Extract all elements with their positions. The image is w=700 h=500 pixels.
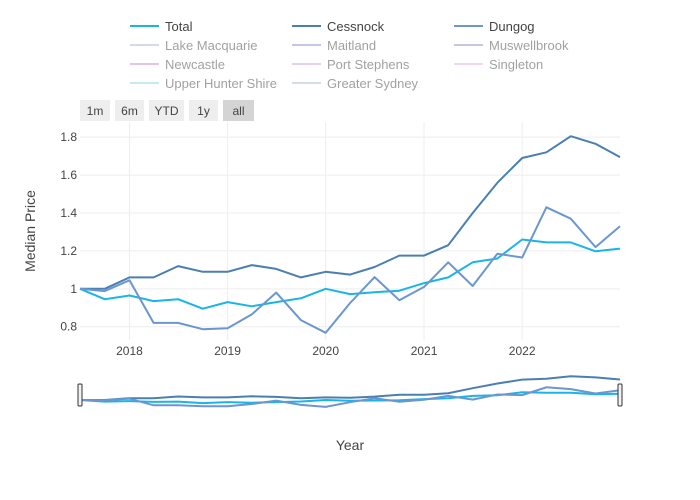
- range-button-ytd[interactable]: YTD: [149, 100, 184, 121]
- legend-item-upper-hunter-shire[interactable]: Upper Hunter Shire: [130, 76, 277, 91]
- series-line-cessnock: [80, 135, 621, 290]
- legend-label: Newcastle: [165, 57, 225, 72]
- legend-item-singleton[interactable]: Singleton: [454, 57, 543, 72]
- range-button-1m[interactable]: 1m: [80, 100, 110, 121]
- legend-item-total[interactable]: Total: [130, 19, 193, 34]
- legend-label: Lake Macquarie: [165, 38, 258, 53]
- x-tick-label: 2021: [411, 344, 438, 358]
- legend-item-muswellbrook[interactable]: Muswellbrook: [454, 38, 569, 53]
- legend-label: Dungog: [489, 19, 535, 34]
- x-tick-label: 2018: [116, 344, 143, 358]
- legend-item-newcastle[interactable]: Newcastle: [130, 57, 225, 72]
- range-button-1y[interactable]: 1y: [189, 100, 218, 121]
- range-button-all[interactable]: all: [223, 100, 254, 121]
- range-slider-left-handle[interactable]: [77, 383, 83, 407]
- y-tick-label: 1.2: [60, 244, 77, 258]
- legend: Total Cessnock Dungog Lake Macquarie Maitlan…: [130, 19, 569, 91]
- legend-label: Singleton: [489, 57, 543, 72]
- range-button-label: all: [232, 104, 244, 118]
- legend-item-dungog[interactable]: Dungog: [454, 19, 535, 34]
- series-line-dungog: [79, 206, 621, 334]
- y-tick-label: 1.4: [60, 206, 77, 220]
- legend-item-maitland[interactable]: Maitland: [292, 38, 376, 53]
- legend-label: Greater Sydney: [327, 76, 419, 91]
- y-tick-label: 0.8: [60, 320, 77, 334]
- x-tick-label: 2022: [509, 344, 536, 358]
- legend-item-lake-macquarie[interactable]: Lake Macquarie: [130, 38, 258, 53]
- legend-label: Total: [165, 19, 193, 34]
- range-slider-right-handle[interactable]: [617, 383, 623, 407]
- range-button-6m[interactable]: 6m: [115, 100, 144, 121]
- legend-label: Upper Hunter Shire: [165, 76, 277, 91]
- legend-label: Maitland: [327, 38, 376, 53]
- legend-item-port-stephens[interactable]: Port Stephens: [292, 57, 410, 72]
- x-tick-label: 2019: [214, 344, 241, 358]
- plot-area: 0.8 1 1.2 1.4 1.6 1.8 2018 2019 2020 2021 2022: [60, 122, 621, 358]
- x-tick-label: 2020: [312, 344, 339, 358]
- y-axis-title: Median Price: [22, 190, 38, 272]
- range-slider[interactable]: [77, 370, 623, 416]
- legend-item-cessnock[interactable]: Cessnock: [292, 19, 385, 34]
- legend-label: Cessnock: [327, 19, 385, 34]
- y-tick-label: 1.8: [60, 130, 77, 144]
- range-button-label: YTD: [155, 104, 179, 118]
- range-button-label: 6m: [121, 104, 138, 118]
- y-tick-label: 1.6: [60, 168, 77, 182]
- legend-item-greater-sydney[interactable]: Greater Sydney: [292, 76, 419, 91]
- range-slider-line-dungog: [79, 386, 621, 408]
- x-axis-title: Year: [336, 437, 365, 453]
- legend-label: Port Stephens: [327, 57, 410, 72]
- range-button-label: 1m: [87, 104, 104, 118]
- range-button-label: 1y: [197, 104, 210, 118]
- range-selector: 1m 6m YTD 1y all: [80, 100, 254, 121]
- legend-label: Muswellbrook: [489, 38, 569, 53]
- range-slider-line-cessnock: [80, 375, 621, 401]
- y-tick-label: 1: [70, 282, 77, 296]
